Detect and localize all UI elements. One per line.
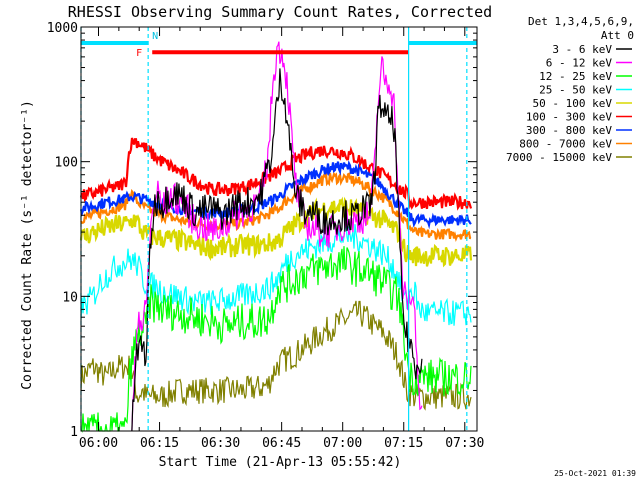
chart-title: RHESSI Observing Summary Count Rates, Co… [68,3,492,21]
x-tick-label: 06:30 [201,436,240,451]
legend-label-5: 50 - 100 keV [533,97,613,110]
y-tick-label: 10 [62,290,78,305]
x-tick-label: 07:30 [445,436,484,451]
y-tick-label: 1000 [47,21,78,36]
y-tick-label: 100 [55,156,78,171]
x-tick-label: 06:45 [262,436,301,451]
footer-timestamp: 25-Oct-2021 01:39 [554,469,636,478]
x-tick-label: 06:15 [140,436,179,451]
series-line-7 [79,160,472,230]
y-axis-label: Corrected Count Rate (s⁻¹ detector⁻¹) [20,100,35,390]
legend-label-7: 300 - 800 keV [526,124,612,137]
series-line-6 [79,137,473,211]
series-line-3 [80,246,472,433]
y-tick-label: 1 [70,425,78,440]
legend-label-2: 6 - 12 keV [546,57,613,70]
legend-label-4: 25 - 50 keV [539,84,612,97]
x-tick-label: 07:00 [323,436,362,451]
x-tick-label: 06:00 [79,436,118,451]
x-axis: 06:00 06:15 06:30 06:45 07:00 07:15 07:30 [79,27,484,451]
plot-frame [80,26,478,432]
x-axis-label: Start Time (21-Apr-13 05:55:42) [159,455,402,470]
flag-label-n: N [152,31,158,42]
legend-label-9: 7000 - 15000 keV [506,151,612,164]
legend-label-8: 800 - 7000 keV [519,138,612,151]
legend-label-1: 3 - 6 keV [552,43,612,56]
legend-subtitle: Att 0 [601,29,634,42]
legend-label-3: 12 - 25 keV [539,70,612,83]
series-line-8 [80,169,472,242]
legend-label-6: 100 - 300 keV [526,111,612,124]
legend-title: Det 1,3,4,5,6,9, [528,15,634,28]
series-line-5 [79,196,473,268]
x-tick-label: 07:15 [384,436,423,451]
plot-area: FN [79,26,478,433]
flag-label-f: F [136,48,142,59]
series-line-9 [80,300,472,411]
y-axis: 1 10 100 1000 [47,21,477,440]
series-line-1 [131,68,423,432]
series-line-2 [131,41,423,432]
